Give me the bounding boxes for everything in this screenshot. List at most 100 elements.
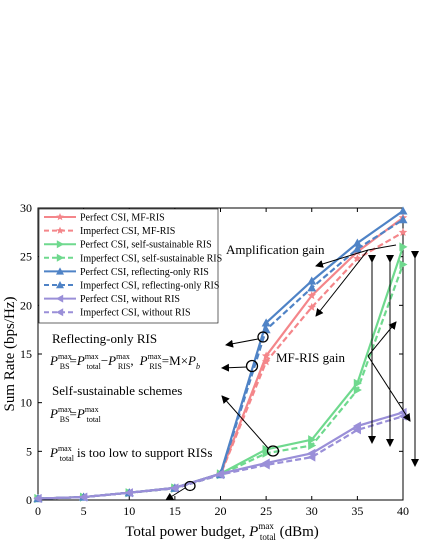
legend-label-7: Imperfect CSI, without RIS <box>80 308 191 319</box>
series-7-point-7 <box>352 425 361 435</box>
f1-p5: P <box>187 353 196 368</box>
y-tick-label-0: 0 <box>26 493 32 507</box>
legend-item-7: Imperfect CSI, without RIS <box>44 308 191 319</box>
series-3-point-8 <box>399 259 408 269</box>
y-axis-title: Sum Rate (bps/Hz) <box>2 297 18 412</box>
f1-p4-sup: max <box>148 352 162 361</box>
legend-item-6: Perfect CSI, without RIS <box>44 294 180 305</box>
f2-p2: P <box>76 406 85 421</box>
y-tick-label-4: 20 <box>20 298 32 312</box>
series-7-point-1 <box>79 492 88 502</box>
series-1-point-8 <box>398 227 408 236</box>
legend-swatch-marker-2 <box>56 240 64 249</box>
f1-p5-sub: b <box>196 362 200 371</box>
series-2-point-7 <box>353 378 362 388</box>
series-layer <box>33 206 408 504</box>
series-5-point-8 <box>398 215 408 224</box>
axis-ticks: 0 5 10 15 20 25 30 35 40 0 5 10 15 20 25 30 <box>20 201 409 518</box>
series-1-point-6 <box>307 302 317 311</box>
x-tick-label-6: 30 <box>306 504 318 518</box>
x-tick-label-0: 0 <box>35 504 41 518</box>
circle-low-power <box>184 480 196 492</box>
legend-label-6: Perfect CSI, without RIS <box>80 294 180 305</box>
arrow-amplification-3 <box>315 249 369 317</box>
legend-swatch-marker-6 <box>56 294 64 303</box>
legend-label-4: Perfect CSI, reflecting-only RIS <box>80 267 209 278</box>
arrow-self-sustainable-2 <box>221 395 269 449</box>
f1-p3-sup: max <box>116 352 130 361</box>
series-3-point-5 <box>262 448 271 458</box>
f1-p1-sub: BS <box>60 362 70 371</box>
annotation-self-sustainable-formula: Pmax BS=Pmax total <box>49 405 102 424</box>
annotation-mf-ris-gain: MF-RIS gain <box>276 350 345 365</box>
arrow-reflecting-only <box>225 338 259 348</box>
annotation-reflecting-only: Reflecting-only RIS <box>52 331 157 346</box>
f2-p1-sup: max <box>58 405 72 414</box>
series-2-point-6 <box>308 435 317 445</box>
series-5-point-7 <box>352 244 362 253</box>
circle-mf-ris <box>245 359 259 373</box>
series-4-point-8 <box>398 206 408 215</box>
annotations: Amplification gain MF-RIS gain Reflectin… <box>49 242 419 501</box>
series-7-point-5 <box>261 460 270 470</box>
f2-eq: = <box>70 406 77 421</box>
f1-p1: P <box>49 353 58 368</box>
y-tick-label-5: 25 <box>20 250 32 264</box>
x-tick-label-2: 10 <box>123 504 135 518</box>
x-axis-title-sub: total <box>260 532 276 542</box>
x-tick-label-8: 40 <box>397 504 409 518</box>
legend-item-5: Imperfect CSI, reflecting-only RIS <box>44 281 219 292</box>
f2-p1-sub: BS <box>60 415 70 424</box>
f1-minus: − <box>101 353 108 368</box>
f1-p3: P <box>107 353 116 368</box>
x-axis-title-sup: max <box>258 521 274 531</box>
f1-p3-sub: RIS <box>118 362 130 371</box>
f3-p: P <box>49 445 58 460</box>
series-1-point-5 <box>261 357 271 366</box>
annotation-self-sustainable: Self-sustainable schemes <box>52 383 182 398</box>
legend-swatch-marker-5 <box>56 281 64 289</box>
legend-label-5: Imperfect CSI, reflecting-only RIS <box>80 281 219 292</box>
series-3-point-6 <box>308 440 317 450</box>
f3-p-sub: total <box>60 454 75 463</box>
x-axis-title-p: P <box>248 524 258 540</box>
series-2-point-8 <box>399 242 408 252</box>
series-7-point-6 <box>307 452 316 462</box>
legend-item-0: Perfect CSI, MF-RIS <box>44 213 165 224</box>
legend-item-1: Imperfect CSI, MF-RIS <box>44 226 175 237</box>
f1-p2-sub: total <box>87 362 102 371</box>
f2-p1: P <box>49 406 58 421</box>
legend-label-3: Imperfect CSI, self-sustainable RIS <box>80 253 222 264</box>
legend: Perfect CSI, MF-RIS Imperfect CSI, MF-RIS… <box>38 208 222 324</box>
f1-eq2: =M× <box>162 353 188 368</box>
f1-p2: P <box>76 353 85 368</box>
arrow-mf-ris-gain-2 <box>367 355 411 422</box>
legend-item-2: Perfect CSI, self-sustainable RIS <box>44 240 212 251</box>
series-4-point-6 <box>307 276 317 285</box>
legend-box <box>38 208 219 324</box>
annotation-amplification-gain: Amplification gain <box>226 242 325 257</box>
f3-rest: is too low to support RISs <box>77 445 212 460</box>
f2-p2-sup: max <box>85 405 99 414</box>
legend-item-4: Perfect CSI, reflecting-only RIS <box>44 267 209 278</box>
series-4-point-7 <box>352 238 362 247</box>
circle-self-sustainable <box>266 445 280 457</box>
x-tick-label-7: 35 <box>351 504 363 518</box>
legend-swatch-marker-1 <box>56 226 64 234</box>
x-tick-label-3: 15 <box>169 504 181 518</box>
arrow-amplification-2 <box>367 244 397 251</box>
f1-p1-sup: max <box>58 352 72 361</box>
legend-swatch-marker-0 <box>56 213 64 221</box>
arrow-self-sustainable <box>221 363 248 372</box>
f1-eq1: = <box>70 353 77 368</box>
y-tick-label-3: 15 <box>20 347 32 361</box>
x-tick-label-4: 20 <box>215 504 227 518</box>
series-5-point-5 <box>261 325 271 334</box>
circle-reflecting-only <box>257 331 269 343</box>
series-7-point-2 <box>124 488 133 498</box>
annotation-reflecting-only-formula: Pmax BS=Pmax total−Pmax RIS, Pmax RIS=M×Pb <box>49 352 200 371</box>
legend-swatch-marker-3 <box>56 253 64 262</box>
f1-comma: , <box>130 353 133 368</box>
legend-label-0: Perfect CSI, MF-RIS <box>80 213 165 224</box>
series-5-point-6 <box>307 283 317 292</box>
